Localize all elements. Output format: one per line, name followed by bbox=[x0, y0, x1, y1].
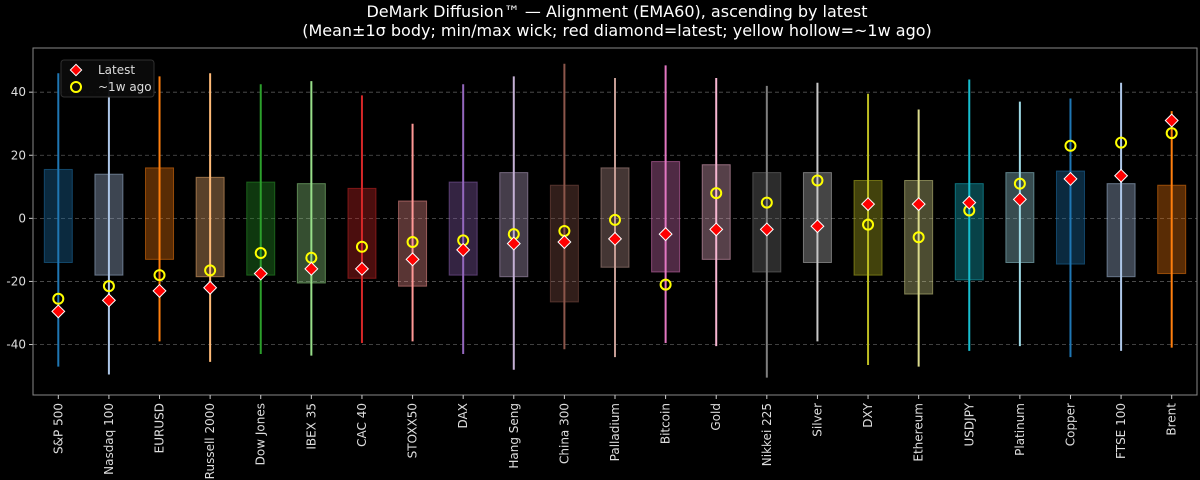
x-tick-label: FTSE 100 bbox=[1114, 403, 1128, 459]
x-tick-label: S&P 500 bbox=[51, 403, 65, 454]
x-tick-label: Palladium bbox=[608, 403, 622, 461]
week-ago-marker-S&P 500 bbox=[52, 292, 65, 305]
week-ago-marker-Copper bbox=[1064, 139, 1077, 152]
week-ago-marker-CAC 40 bbox=[355, 240, 368, 253]
week-ago-marker-Nikkei 225 bbox=[760, 196, 773, 209]
week-ago-marker-Nasdaq 100 bbox=[102, 280, 115, 293]
x-tick-label: China 300 bbox=[557, 403, 571, 464]
x-tick-label: Bitcoin bbox=[659, 403, 673, 444]
week-ago-marker-Russell 2000 bbox=[204, 264, 217, 277]
latest-marker-S&P 500 bbox=[51, 304, 66, 319]
axes: -40 -20 0 20 40 S&P 500 Nasdaq 100 EURUSD Russel… bbox=[6, 47, 1198, 479]
y-tick-label: 20 bbox=[11, 148, 26, 162]
week-ago-marker-FTSE 100 bbox=[1115, 136, 1128, 149]
week-ago-marker-Platinum bbox=[1013, 177, 1026, 190]
week-ago-marker-Brent bbox=[1165, 127, 1178, 140]
y-tick-label: 0 bbox=[18, 211, 26, 225]
legend: Latest ~1w ago bbox=[60, 59, 155, 98]
latest-marker-Palladium bbox=[607, 231, 623, 246]
legend-box bbox=[60, 59, 155, 98]
x-tick-label: DXY bbox=[861, 402, 875, 427]
x-tick-label: Gold bbox=[709, 403, 723, 431]
x-tick-label: Nasdaq 100 bbox=[102, 403, 116, 475]
latest-marker-Ethereum bbox=[911, 197, 926, 212]
latest-marker-CAC 40 bbox=[354, 261, 370, 276]
legend-latest-marker bbox=[69, 63, 83, 77]
latest-marker-Silver bbox=[810, 219, 825, 234]
x-tick-label: STOXX50 bbox=[406, 403, 420, 458]
latest-marker-China 300 bbox=[557, 234, 572, 250]
latest-marker-IBEX 35 bbox=[304, 261, 319, 276]
legend-latest-label: Latest bbox=[98, 63, 135, 77]
latest-marker-Gold bbox=[709, 222, 724, 237]
x-tick-label: Silver bbox=[810, 403, 824, 437]
x-tick-label: USDJPY bbox=[962, 402, 976, 446]
chart-title: DeMark Diffusion™ — Alignment (EMA60), a… bbox=[366, 2, 867, 21]
latest-marker-Nasdaq 100 bbox=[101, 293, 116, 308]
latest-marker-Dow Jones bbox=[253, 266, 268, 281]
y-tick-label: -40 bbox=[6, 338, 26, 352]
latest-marker-Nikkei 225 bbox=[759, 222, 774, 237]
y-tick-label: 40 bbox=[11, 85, 26, 99]
latest-marker-Russell 2000 bbox=[203, 280, 218, 295]
x-tick-label: DAX bbox=[456, 403, 470, 428]
week-ago-marker-EURUSD bbox=[153, 269, 166, 282]
latest-marker-EURUSD bbox=[152, 283, 167, 298]
week-ago-marker-Palladium bbox=[609, 213, 621, 226]
latest-marker-USDJPY bbox=[962, 195, 977, 210]
week-ago-marker-Gold bbox=[710, 187, 723, 200]
latest-marker-Brent bbox=[1164, 113, 1179, 128]
latest-marker-Copper bbox=[1063, 171, 1078, 186]
latest-marker-DAX bbox=[456, 242, 471, 257]
x-tick-label: Russell 2000 bbox=[203, 403, 217, 479]
week-ago-marker-Silver bbox=[811, 174, 824, 187]
week-ago-marker-DXY bbox=[862, 218, 875, 231]
week-ago-marker-Bitcoin bbox=[659, 278, 672, 291]
x-tick-label: Copper bbox=[1063, 403, 1077, 446]
x-tick-label: Platinum bbox=[1013, 403, 1027, 456]
x-tick-label: Ethereum bbox=[912, 403, 926, 462]
latest-marker-Hang Seng bbox=[506, 236, 521, 251]
legend-week-label: ~1w ago bbox=[98, 80, 152, 94]
x-tick-label: IBEX 35 bbox=[304, 403, 318, 450]
x-tick-label: Nikkei 225 bbox=[760, 403, 774, 466]
x-tick-label: CAC 40 bbox=[355, 403, 369, 447]
x-tick-label: EURUSD bbox=[153, 403, 167, 453]
latest-marker-FTSE 100 bbox=[1114, 168, 1129, 183]
y-tick-label: -20 bbox=[6, 274, 26, 288]
latest-marker-Platinum bbox=[1012, 192, 1027, 207]
chart-subtitle: (Mean±1σ body; min/max wick; red diamond… bbox=[302, 21, 932, 40]
x-tick-label: Dow Jones bbox=[254, 403, 268, 465]
plot-marks bbox=[43, 63, 1187, 378]
x-tick-label: Hang Seng bbox=[507, 403, 521, 469]
week-ago-marker-Dow Jones bbox=[254, 247, 267, 260]
week-ago-marker-STOXX50 bbox=[406, 236, 419, 249]
latest-marker-STOXX50 bbox=[405, 252, 420, 267]
x-tick-label: Brent bbox=[1165, 403, 1179, 436]
week-ago-marker-Ethereum bbox=[912, 231, 925, 244]
legend-week-marker bbox=[70, 81, 82, 93]
latest-marker-DXY bbox=[860, 197, 876, 212]
latest-marker-Bitcoin bbox=[658, 227, 673, 242]
